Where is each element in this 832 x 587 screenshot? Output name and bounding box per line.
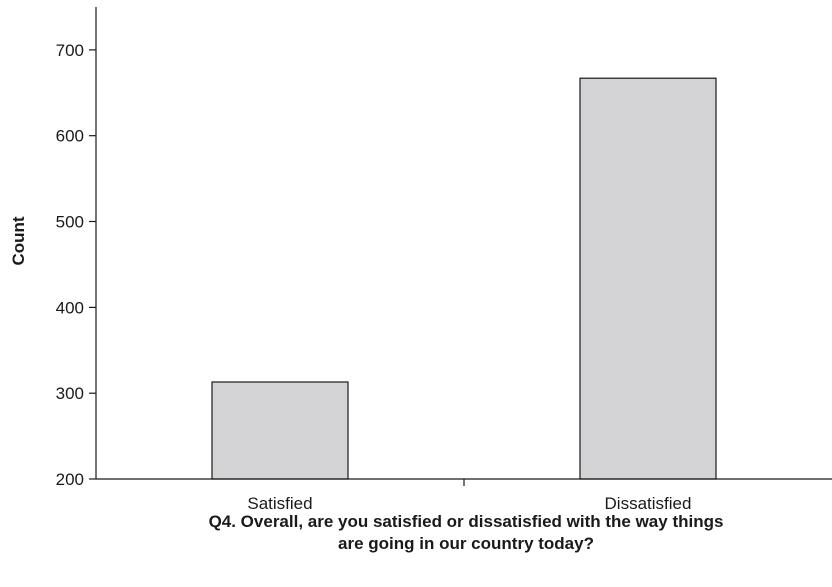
y-tick-label: 200	[56, 470, 84, 489]
bars-group	[211, 77, 717, 480]
bar-dissatisfied	[579, 77, 717, 480]
x-axis-label-line-1: Q4. Overall, are you satisfied or dissat…	[209, 512, 724, 531]
x-tick-label: Dissatisfied	[605, 494, 692, 513]
y-tick-label: 700	[56, 41, 84, 60]
y-tick-label: 600	[56, 127, 84, 146]
x-axis-label-line-2: are going in our country today?	[338, 534, 594, 553]
x-tick-label: Satisfied	[247, 494, 312, 513]
y-axis-label: Count	[9, 216, 28, 265]
y-tick-label: 500	[56, 213, 84, 232]
y-axis: 200 300 400 500 600 700	[56, 7, 97, 489]
y-tick-label: 400	[56, 298, 84, 317]
y-tick-label: 300	[56, 384, 84, 403]
x-axis: Satisfied Dissatisfied	[96, 478, 832, 513]
bar-satisfied	[211, 381, 349, 480]
